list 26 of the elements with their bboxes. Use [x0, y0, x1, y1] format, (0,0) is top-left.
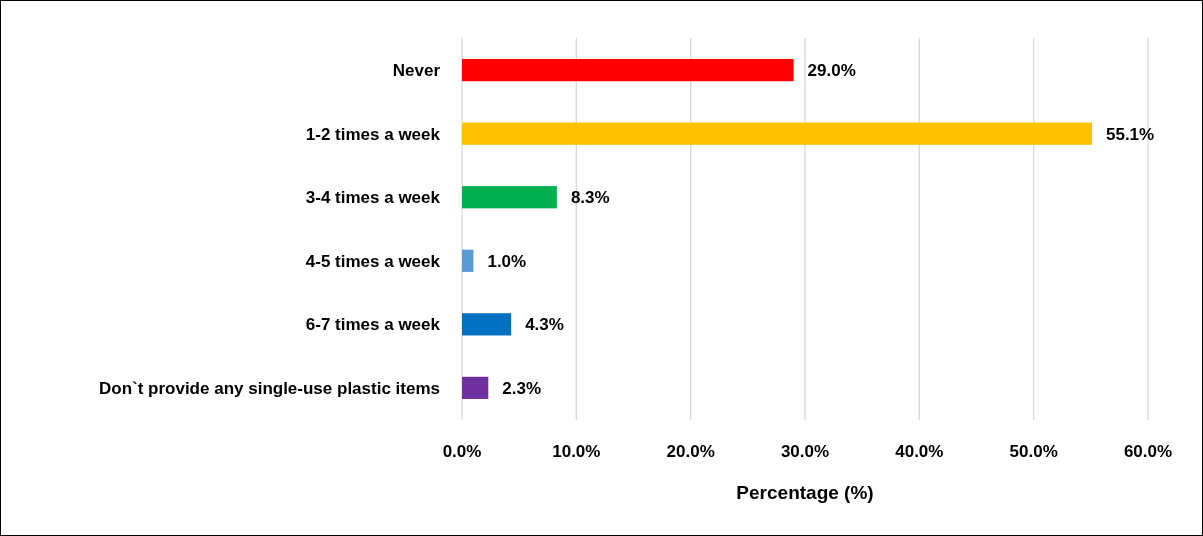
- bar: [462, 122, 1092, 145]
- data-label: 1.0%: [487, 251, 527, 271]
- y-tick-label: 3-4 times a week: [305, 188, 441, 208]
- y-tick-label: 4-5 times a week: [305, 251, 441, 271]
- data-label: 8.3%: [570, 188, 610, 208]
- y-tick-label: Don`t provide any single-use plastic items: [98, 378, 440, 398]
- bar: [462, 58, 794, 82]
- bar: [462, 376, 489, 400]
- x-axis-title: Percentage (%): [736, 481, 874, 503]
- data-label: 2.3%: [502, 378, 542, 398]
- bar: [462, 186, 557, 209]
- bar: [462, 249, 474, 272]
- bar: [462, 313, 512, 336]
- y-tick-label: 1-2 times a week: [305, 124, 441, 144]
- x-tick-label: 60.0%: [1123, 441, 1173, 461]
- y-tick-label: Never: [392, 61, 441, 81]
- x-tick-label: 30.0%: [780, 441, 830, 461]
- x-tick-label: 50.0%: [1009, 441, 1058, 461]
- x-tick-label: 40.0%: [895, 441, 944, 461]
- data-label: 55.1%: [1105, 124, 1155, 144]
- data-label: 29.0%: [807, 61, 856, 81]
- x-tick-label: 20.0%: [666, 441, 715, 461]
- data-label: 4.3%: [525, 315, 564, 335]
- x-tick-label: 10.0%: [552, 441, 601, 461]
- y-tick-label: 6-7 times a week: [305, 315, 441, 335]
- x-tick-label: 0.0%: [442, 441, 482, 461]
